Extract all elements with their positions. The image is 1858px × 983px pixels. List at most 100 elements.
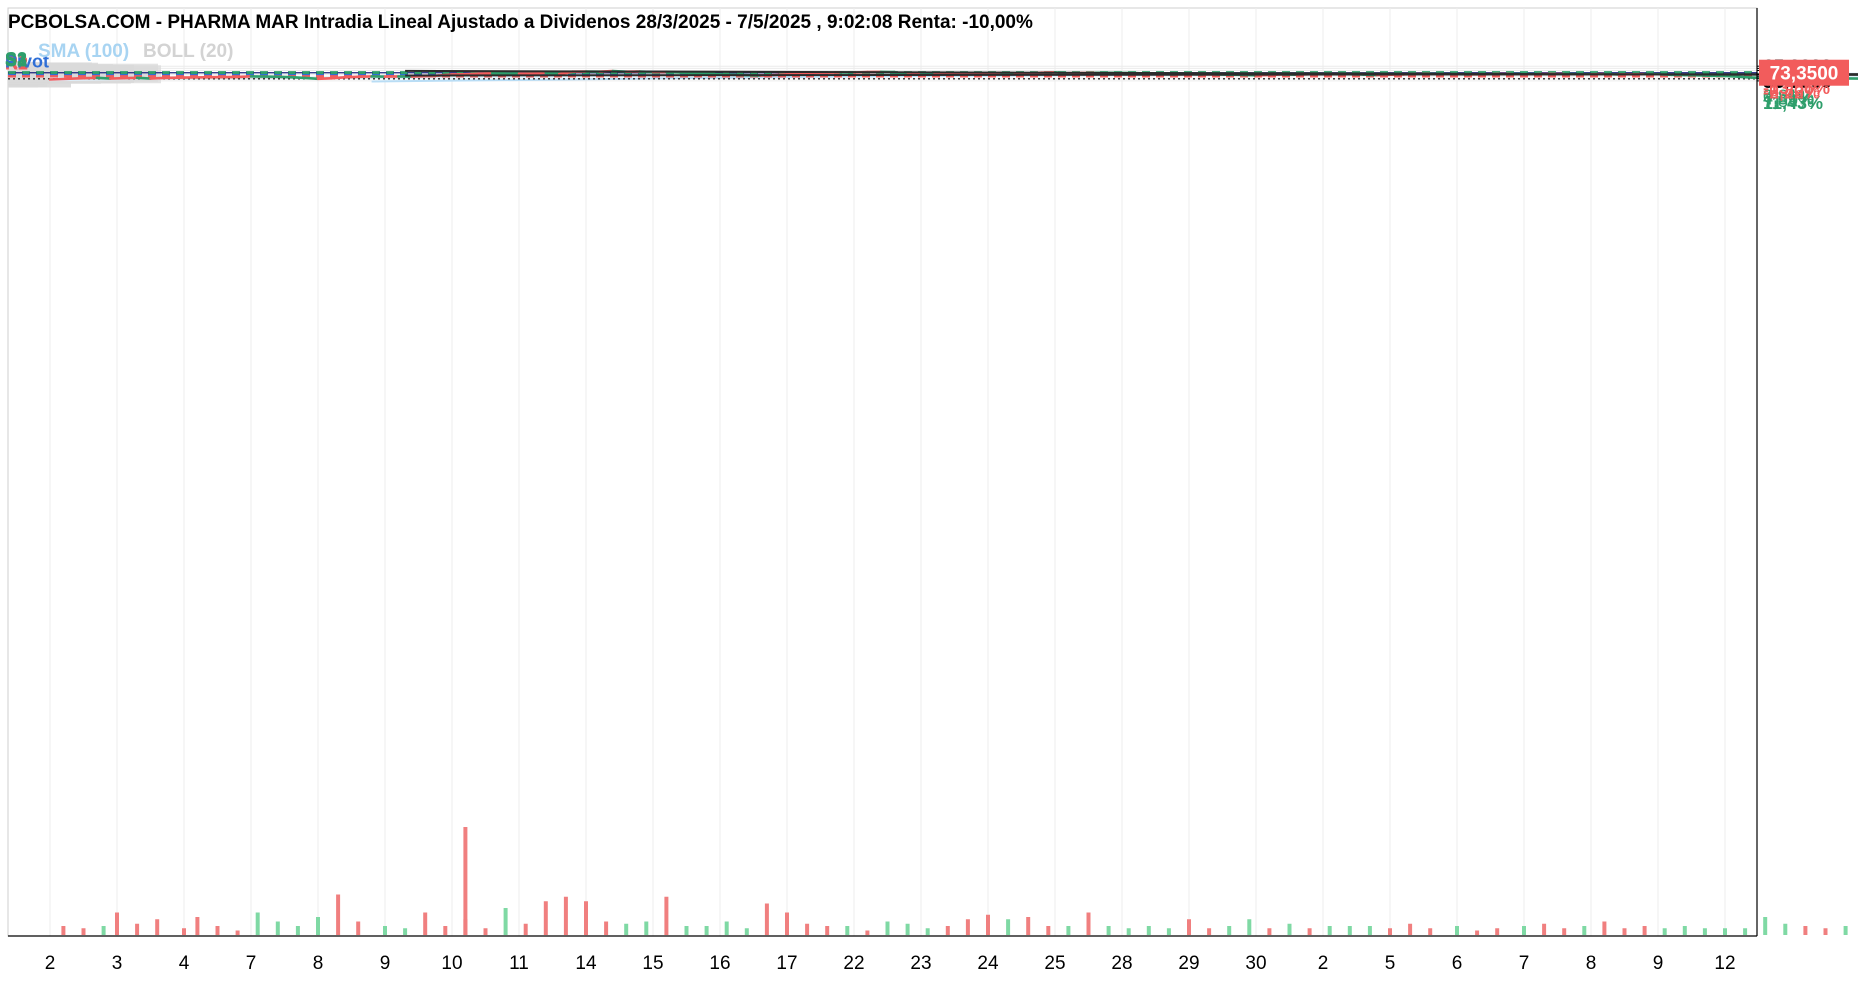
volume-bar [336,894,341,935]
price-segment [149,76,166,80]
volume-bar [865,930,870,935]
volume-bar [1682,926,1687,935]
x-tick-label: 22 [843,953,864,974]
volume-bar [195,917,200,935]
volume-bar [503,908,508,935]
current-price-tag [1759,59,1849,86]
volume-bar [1106,926,1111,935]
volume-bar [1763,917,1768,935]
x-tick-label: 29 [1178,953,1199,974]
y-tick-pct: 7,89% [1763,91,1814,111]
volume-bar [1843,926,1848,935]
volume-bar [1146,926,1151,935]
x-tick-label: 23 [910,953,931,974]
volume-bar [664,896,669,935]
volume-bars [61,827,1848,935]
volume-bar [1227,926,1232,935]
x-tick-label: 8 [313,953,324,974]
level-label-s1: S1 [5,50,27,70]
volume-bar [1006,919,1011,935]
x-tick-label: 11 [509,953,529,974]
volume-profile-bar [8,61,14,80]
volume-bar [255,912,260,935]
volume-bar [1086,912,1091,935]
volume-bar [584,901,588,935]
current-price-label: 73,3500 [1770,64,1839,85]
price-segment [289,75,306,80]
plot-area [7,7,1758,937]
volume-bar [275,921,280,935]
volume-bar [155,919,160,935]
volume-bar [1247,919,1252,935]
volume-bar [1723,928,1727,935]
sma-label: SMA (100) [38,41,129,62]
x-tick-label: 9 [1653,953,1664,974]
volume-bar [1347,926,1352,935]
price-segment [48,77,72,81]
volume-bar [1562,928,1567,935]
volume-bar [356,921,361,935]
volume-bar [945,926,950,935]
volume-bar [764,903,769,935]
volume-bar [1803,926,1808,935]
volume-bar [1046,926,1051,935]
price-segment [330,76,347,80]
volume-bar [905,923,910,935]
x-tick-label: 16 [709,953,730,974]
x-tick-label: 8 [1586,953,1597,974]
volume-bar [684,926,689,935]
x-tick-label: 17 [776,953,797,974]
volume-bar [845,926,850,935]
volume-bar [925,928,930,935]
volume-bar [885,921,890,935]
volume-bar [1455,926,1459,935]
volume-bar [604,921,609,935]
volume-bar [135,923,140,935]
volume-bar [423,912,428,935]
volume-bar [1207,928,1212,935]
volume-bar [744,928,749,935]
level-label-r3: R3 [5,54,28,74]
volume-bar [785,912,789,935]
volume-bar [1367,926,1372,935]
volume-bar [1602,921,1607,935]
volume-bar [986,914,990,935]
volume-bar [624,923,629,935]
volume-bar [383,926,387,935]
volume-bar [1187,919,1191,935]
volume-bar [101,926,106,935]
volume-bar [61,926,66,935]
volume-bar [563,896,568,935]
x-tick-label: 14 [575,953,597,974]
volume-bar [403,928,408,935]
volume-bar [1662,928,1667,935]
price-segment [464,72,481,76]
volume-bar [704,926,709,935]
level-label-s2: S2 [5,50,27,70]
volume-bar [1287,923,1292,935]
x-tick-label: 5 [1385,953,1396,974]
volume-profile-bar [8,62,44,81]
boll-label: BOLL (20) [143,41,233,62]
volume-bar [1542,923,1547,935]
level-label-r2: R2 [5,53,28,73]
volume-bar [235,930,240,935]
level-label-r1: R1 [5,52,28,72]
x-tick-label: 28 [1111,953,1132,974]
volume-bar [523,923,528,935]
x-tick-label: 2 [1318,953,1329,974]
volume-bar [1388,928,1392,935]
y-tick-pct: 0,81% [1763,87,1814,107]
volume-bar [215,926,220,935]
y-tick-pct: 11,43% [1763,93,1823,113]
y-tick-pct: 4,35% [1763,89,1814,109]
volume-bar [1582,926,1587,935]
price-segment [303,76,320,81]
volume-bar [543,901,548,935]
volume-bar [1642,926,1647,935]
volume-bar [295,926,300,935]
volume-bar [115,912,119,935]
y-tick-pct: -6,26% [1763,82,1820,102]
